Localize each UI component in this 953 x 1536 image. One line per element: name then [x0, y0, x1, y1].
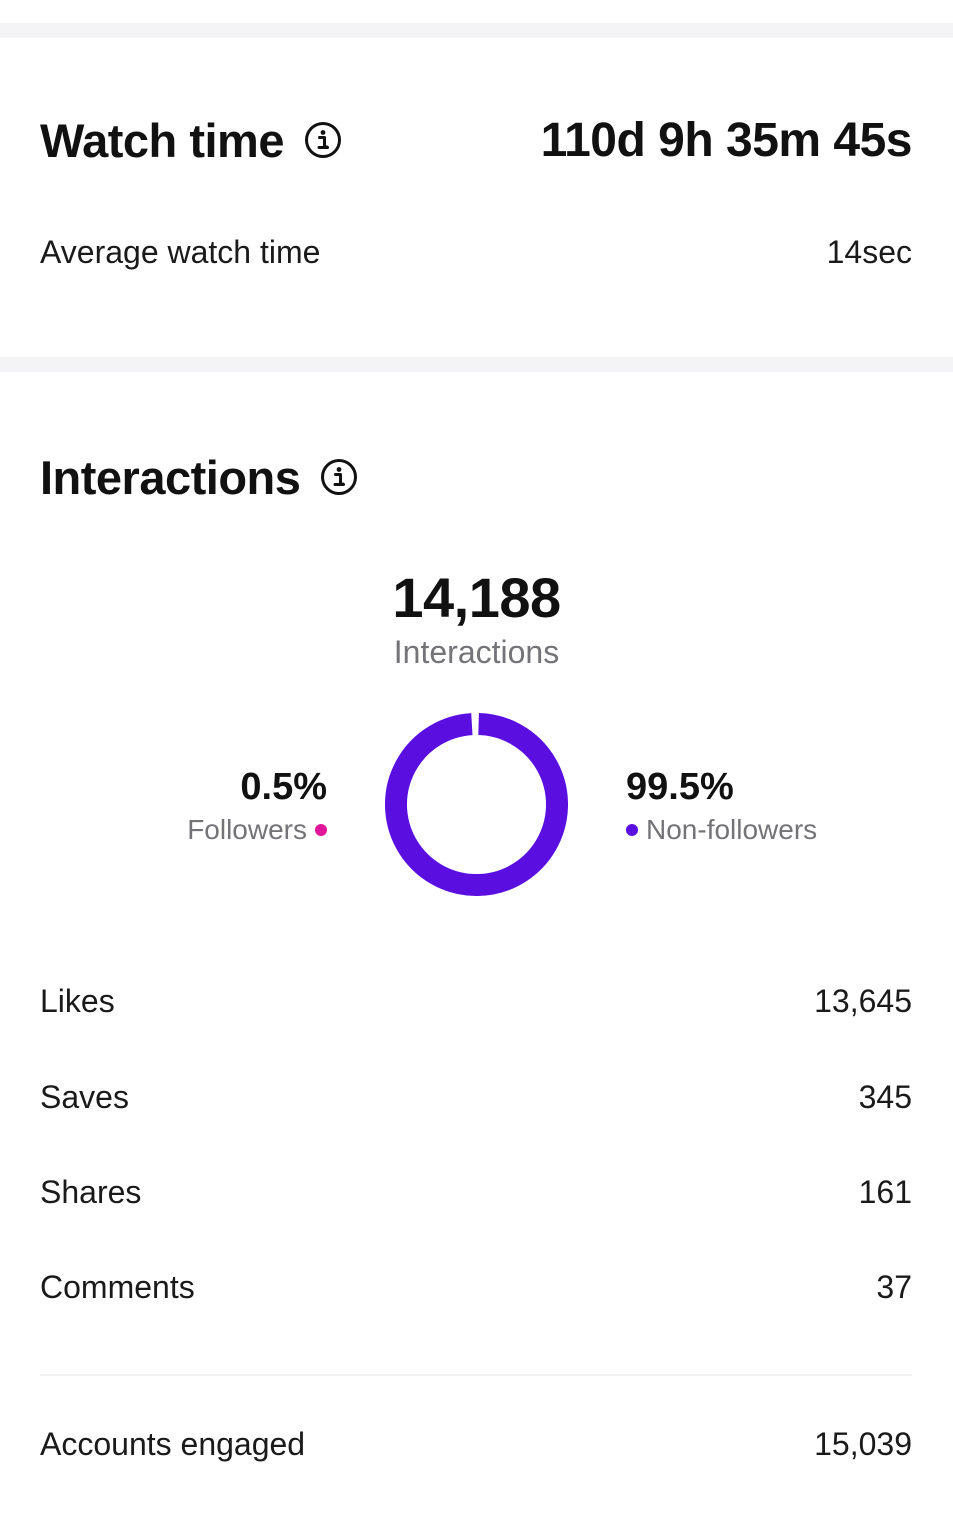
accounts-engaged-row: Accounts engaged 15,039 — [40, 1419, 912, 1469]
average-watch-time-row: Average watch time 14sec — [40, 227, 912, 277]
followers-dot — [315, 824, 327, 836]
interactions-total: 14,188 — [392, 566, 561, 629]
metric-value: 161 — [858, 1173, 912, 1210]
metric-row-saves: Saves 345 — [40, 1072, 912, 1122]
watch-time-title-group: Watch time — [40, 113, 342, 168]
section-divider-top — [0, 23, 953, 38]
watch-time-title: Watch time — [40, 113, 284, 167]
metric-row-likes: Likes 13,645 — [40, 976, 912, 1026]
metric-value: 13,645 — [814, 982, 912, 1019]
interactions-header: Interactions — [40, 445, 358, 509]
info-icon[interactable] — [304, 121, 342, 159]
metric-label: Likes — [40, 982, 115, 1019]
average-watch-time-value: 14sec — [826, 233, 912, 270]
followers-legend: Followers — [187, 812, 327, 848]
accounts-engaged-value: 15,039 — [814, 1425, 912, 1462]
non-followers-dot — [626, 824, 638, 836]
followers-label: Followers — [187, 814, 307, 845]
non-followers-stat: 99.5% Non-followers — [626, 762, 817, 848]
non-followers-percent: 99.5% — [626, 766, 734, 808]
metric-label: Shares — [40, 1173, 142, 1210]
non-followers-label: Non-followers — [646, 814, 818, 845]
interactions-title: Interactions — [40, 450, 301, 504]
followers-stat: 0.5% Followers — [187, 762, 327, 848]
metric-row-comments: Comments 37 — [40, 1262, 912, 1312]
watch-time-header: Watch time 110d 9h 35m 45s — [40, 108, 913, 172]
divider-line — [40, 1374, 912, 1376]
donut-segment-non-followers — [385, 713, 568, 896]
non-followers-legend: Non-followers — [626, 812, 817, 848]
interactions-donut-chart — [385, 713, 568, 896]
metric-value: 37 — [876, 1268, 912, 1305]
followers-percent: 0.5% — [240, 766, 327, 808]
info-icon[interactable] — [320, 458, 358, 496]
metric-label: Comments — [40, 1268, 195, 1305]
interactions-total-label: Interactions — [393, 634, 560, 670]
average-watch-time-label: Average watch time — [40, 233, 321, 270]
watch-time-value: 110d 9h 35m 45s — [540, 113, 913, 167]
metric-value: 345 — [858, 1078, 912, 1115]
metric-label: Saves — [40, 1078, 129, 1115]
metric-row-shares: Shares 161 — [40, 1167, 912, 1217]
accounts-engaged-label: Accounts engaged — [40, 1425, 306, 1462]
section-divider — [0, 357, 953, 372]
